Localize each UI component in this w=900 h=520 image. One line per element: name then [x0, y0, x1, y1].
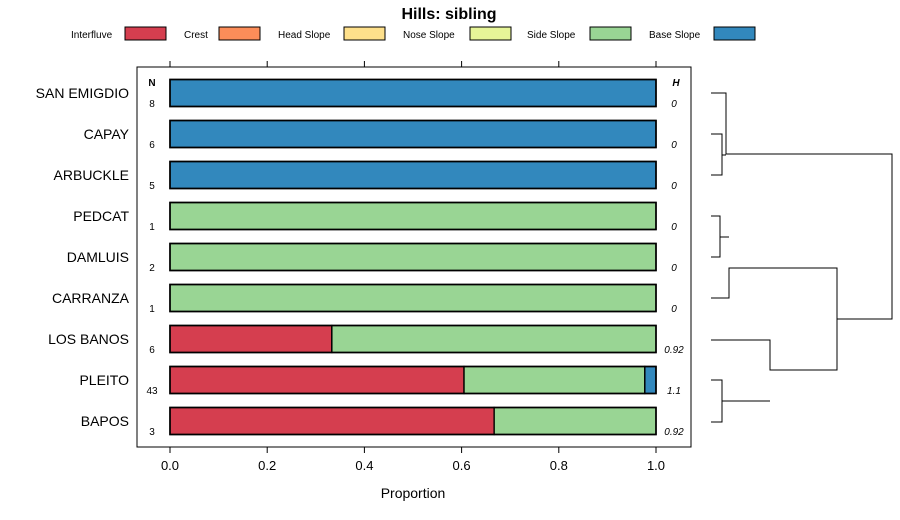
h-label: 1.1 — [667, 386, 681, 397]
bar-segment — [169, 283, 657, 313]
dendrogram-branch — [711, 92, 893, 320]
h-label: 0.92 — [664, 427, 684, 438]
legend-swatch — [713, 26, 756, 41]
bar-segment — [169, 201, 657, 231]
n-label: 6 — [149, 140, 155, 151]
x-tick-label: 0.8 — [550, 458, 568, 473]
h-label: 0 — [671, 304, 677, 315]
n-label: 1 — [149, 222, 155, 233]
bar-segment — [169, 365, 465, 395]
category-label: CAPAY — [84, 126, 130, 142]
n-label: 8 — [149, 99, 155, 110]
bar-outline — [169, 406, 657, 436]
x-tick-label: 0.6 — [453, 458, 471, 473]
bar-segment — [169, 406, 495, 436]
h-labels: 0 0 0 0 0 0 0.92 1.1 0.92 — [664, 99, 684, 438]
category-label: SAN EMIGDIO — [36, 85, 129, 101]
legend-label: Base Slope — [649, 30, 701, 41]
legend-swatch — [589, 26, 632, 41]
h-label: 0 — [671, 263, 677, 274]
dendrogram-branch — [711, 379, 770, 402]
bar-segment — [493, 406, 657, 436]
h-label: 0 — [671, 222, 677, 233]
category-label: CARRANZA — [52, 290, 130, 306]
bar-outline — [169, 242, 657, 272]
bar-segment — [169, 78, 657, 108]
legend-swatch — [343, 26, 386, 41]
bars — [169, 78, 657, 436]
legend: Interfluve Crest Head Slope Nose Slope Side … — [71, 26, 756, 41]
top-axis-ticks — [169, 61, 657, 67]
legend-swatch — [218, 26, 261, 41]
x-tick-label: 0.4 — [355, 458, 373, 473]
dendrogram — [711, 92, 893, 423]
n-label: 43 — [146, 386, 158, 397]
legend-label: Head Slope — [278, 30, 331, 41]
legend-label: Crest — [184, 30, 208, 41]
category-label: PLEITO — [79, 372, 129, 388]
h-column-header: H — [672, 78, 680, 89]
category-label: ARBUCKLE — [54, 167, 129, 183]
dendrogram-branch — [711, 215, 721, 258]
bar-outline — [169, 78, 657, 108]
legend-swatch — [469, 26, 512, 41]
n-label: 2 — [149, 263, 155, 274]
category-labels: SAN EMIGDIO CAPAY ARBUCKLE PEDCAT DAMLUIS CAR… — [36, 85, 130, 429]
h-label: 0 — [671, 181, 677, 192]
category-label: DAMLUIS — [67, 249, 129, 265]
x-tick-label: 1.0 — [647, 458, 665, 473]
bar-segment — [463, 365, 646, 395]
bar-outline — [169, 365, 657, 395]
bar-segment — [331, 324, 657, 354]
legend-label: Interfluve — [71, 30, 113, 41]
legend-label: Nose Slope — [403, 30, 455, 41]
n-label: 5 — [149, 181, 155, 192]
dendrogram-branch — [711, 401, 723, 423]
bar-outline — [169, 283, 657, 313]
bar-segment — [169, 160, 657, 190]
bar-outline — [169, 119, 657, 149]
category-label: LOS BANOS — [48, 331, 129, 347]
dendrogram-branch — [711, 133, 723, 176]
n-label: 6 — [149, 345, 155, 356]
n-label: 1 — [149, 304, 155, 315]
h-label: 0 — [671, 99, 677, 110]
bar-segment — [169, 242, 657, 272]
h-label: 0 — [671, 140, 677, 151]
bar-segment — [169, 119, 657, 149]
bar-segment — [644, 365, 657, 395]
legend-label: Side Slope — [527, 30, 576, 41]
bar-segment — [169, 324, 333, 354]
x-tick-label: 0.2 — [258, 458, 276, 473]
n-labels: 8 6 5 1 2 1 6 43 3 — [146, 99, 158, 438]
plot-frame — [136, 66, 692, 448]
chart-title: Hills: sibling — [401, 6, 496, 23]
x-axis-title: Proportion — [381, 485, 446, 501]
category-label: PEDCAT — [73, 208, 129, 224]
bar-outline — [169, 201, 657, 231]
h-label: 0.92 — [664, 345, 684, 356]
n-label: 3 — [149, 427, 155, 438]
bar-outline — [169, 160, 657, 190]
dendrogram-branch — [711, 319, 838, 371]
x-axis: 0.0 0.2 0.4 0.6 0.8 1.0 — [161, 447, 665, 473]
legend-swatch — [124, 26, 167, 41]
n-column-header: N — [148, 78, 155, 89]
x-tick-label: 0.0 — [161, 458, 179, 473]
bar-outline — [169, 324, 657, 354]
category-label: BAPOS — [81, 413, 129, 429]
